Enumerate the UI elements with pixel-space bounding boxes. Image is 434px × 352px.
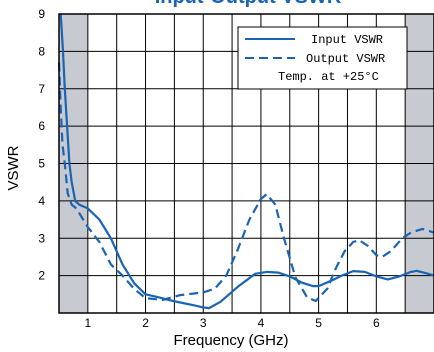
y-tick-label: 8: [38, 44, 45, 58]
x-tick-label: 5: [315, 316, 322, 330]
y-axis-label: VSWR: [5, 145, 22, 190]
series-line-output-vswr: [57, 62, 434, 303]
y-tick-label: 9: [38, 7, 45, 21]
y-tick-label: 4: [38, 194, 45, 208]
x-tick-label: 4: [258, 316, 265, 330]
x-tick-labels: 1 2 3 4 5 6: [85, 316, 380, 330]
x-tick-label: 6: [373, 316, 380, 330]
x-tick-label: 1: [85, 316, 92, 330]
x-tick-label: 3: [200, 316, 207, 330]
legend-label-output: Output VSWR: [306, 52, 385, 66]
y-tick-label: 5: [38, 157, 45, 171]
plot-frame: [58, 13, 434, 314]
y-tick-label: 2: [38, 269, 45, 283]
temperature-note: Temp. at +25°C: [278, 70, 379, 84]
legend: Input VSWR Output VSWR Temp. at +25°C: [237, 26, 408, 90]
y-tick-label: 6: [38, 119, 45, 133]
chart-title: Input-Output VSWR: [155, 0, 342, 8]
y-tick-label: 3: [38, 231, 45, 245]
y-tick-labels: 2 3 4 5 6 7 8 9: [38, 7, 45, 283]
legend-label-input: Input VSWR: [311, 33, 383, 47]
x-axis-label: Frequency (GHz): [173, 332, 288, 349]
x-tick-label: 2: [142, 316, 149, 330]
y-tick-label: 7: [38, 82, 45, 96]
data-series: [57, 13, 434, 310]
series-line-input-vswr: [59, 13, 434, 310]
